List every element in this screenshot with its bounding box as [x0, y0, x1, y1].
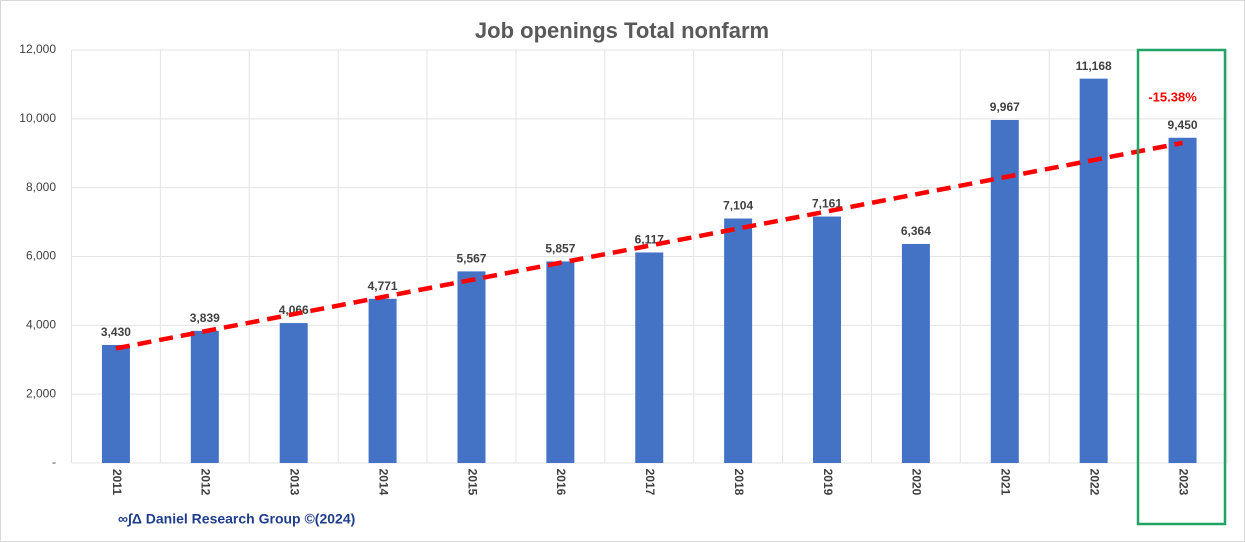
x-tick-label: 2019	[821, 469, 835, 496]
x-tick-label: 2017	[643, 469, 657, 496]
value-label: 7,104	[723, 199, 753, 213]
x-tick-label: 2012	[199, 469, 213, 496]
x-tick-label: 2015	[465, 469, 479, 496]
x-tick-label: 2011	[110, 469, 124, 495]
bar	[457, 271, 486, 463]
y-tick-label: 4,000	[26, 318, 56, 332]
value-label: 4,771	[368, 279, 398, 293]
bar	[101, 344, 130, 463]
source: ∞∫Δ Daniel Research Group ©(2024)	[118, 511, 355, 528]
bar	[901, 243, 930, 463]
value-label: 5,567	[456, 252, 486, 266]
x-tick-label: 2021	[999, 469, 1013, 496]
value-label: 3,839	[190, 311, 220, 325]
annotation: -15.38%	[1148, 89, 1197, 104]
bar	[813, 216, 842, 463]
x-tick-label: 2016	[554, 469, 568, 496]
y-tick-label: 2,000	[26, 386, 56, 400]
value-label: 6,364	[901, 224, 931, 238]
value-label: 9,450	[1168, 118, 1198, 132]
bar	[635, 252, 664, 463]
bar	[368, 298, 397, 463]
bar	[1079, 78, 1108, 463]
x-tick-label: 2022	[1088, 469, 1102, 496]
highlight-box	[1136, 48, 1227, 526]
value-label: 3,430	[101, 325, 131, 339]
value-label: 9,967	[990, 100, 1020, 114]
bar	[546, 261, 575, 463]
value-label: 5,857	[545, 242, 575, 256]
value-label: 7,161	[812, 197, 842, 211]
trend-line	[115, 140, 1183, 351]
y-tick-label: 10,000	[19, 111, 56, 125]
y-tick-label: 6,000	[26, 249, 56, 263]
x-tick-label: 2020	[910, 469, 924, 496]
bar	[190, 330, 219, 463]
bar	[279, 323, 308, 463]
x-tick-label: 2018	[732, 469, 746, 496]
y-tick-label: 8,000	[26, 180, 56, 194]
x-tick-label: 2013	[288, 469, 302, 496]
bar	[1168, 137, 1197, 463]
bar	[990, 119, 1019, 463]
y-tick-label: -	[52, 455, 56, 469]
value-label: 11,168	[1076, 59, 1112, 73]
x-tick-label: 2014	[376, 469, 390, 496]
bar	[724, 218, 753, 463]
chart-title: Job openings Total nonfarm	[475, 18, 769, 43]
y-tick-label: 12,000	[19, 42, 56, 56]
x-tick-label: 2023	[1176, 469, 1190, 496]
